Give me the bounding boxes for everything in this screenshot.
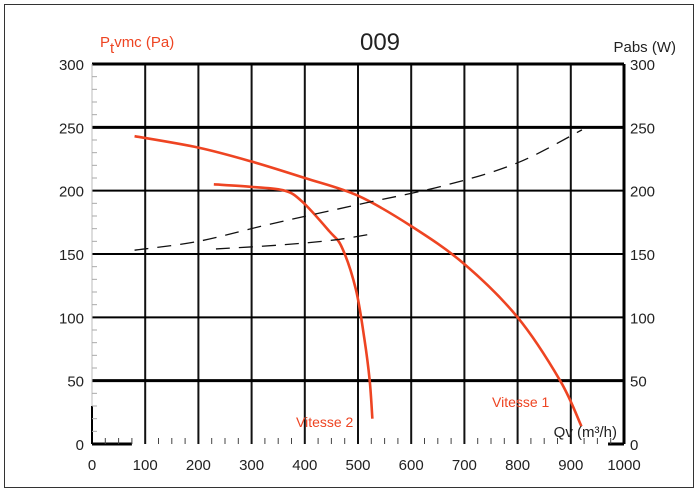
x-tick-label: 500 [345,457,370,474]
series-group [134,129,583,427]
series-line-vitesse-2 [213,183,374,419]
y-tick-label-right: 150 [630,247,655,264]
y-tick-label-left: 250 [59,120,84,137]
x-tick-label: 0 [88,457,96,474]
left-axis-label-sub: t [110,40,115,57]
y-tick-label-left: 200 [59,184,84,201]
y-tick-label-left: 100 [59,310,84,327]
chart-border [4,4,694,488]
series-label-vitesse-2: Vitesse 2 [296,414,354,430]
y-tick-label-left: 0 [76,437,84,454]
series-line-vitesse-1 [134,134,583,427]
grid [91,62,626,446]
power-curve-2 [134,129,583,251]
x-tick-label: 700 [452,457,477,474]
y-tick-label-left: 150 [59,247,84,264]
series-label-vitesse-1: Vitesse 1 [492,394,550,410]
x-tick-label: 200 [186,457,211,474]
x-axis-label: Qv (m³/h) [554,424,617,441]
axis-ticks [92,76,612,444]
chart-title: 009 [360,29,400,56]
y-tick-label-left: 300 [59,57,84,74]
y-tick-label-right: 200 [630,184,655,201]
y-tick-label-right: 100 [630,310,655,327]
x-tick-label: 400 [292,457,317,474]
y-tick-label-right: 0 [630,437,638,454]
y-tick-label-right: 250 [630,120,655,137]
x-tick-label: 100 [133,457,158,474]
x-tick-label: 900 [558,457,583,474]
left-axis-label: Ptvmc (Pa) [100,34,174,57]
y-tick-label-right: 300 [630,57,655,74]
x-tick-label: 600 [399,457,424,474]
right-axis-label: Pabs (W) [613,39,676,56]
left-axis-label-prefix: P [100,34,110,51]
left-axis-label-text: vmc (Pa) [114,34,174,51]
y-tick-label-right: 50 [630,374,647,391]
x-tick-label: 300 [239,457,264,474]
x-tick-label: 800 [505,457,530,474]
y-tick-label-left: 50 [67,374,84,391]
x-tick-label: 1000 [607,457,640,474]
power-curve-3 [215,233,374,250]
